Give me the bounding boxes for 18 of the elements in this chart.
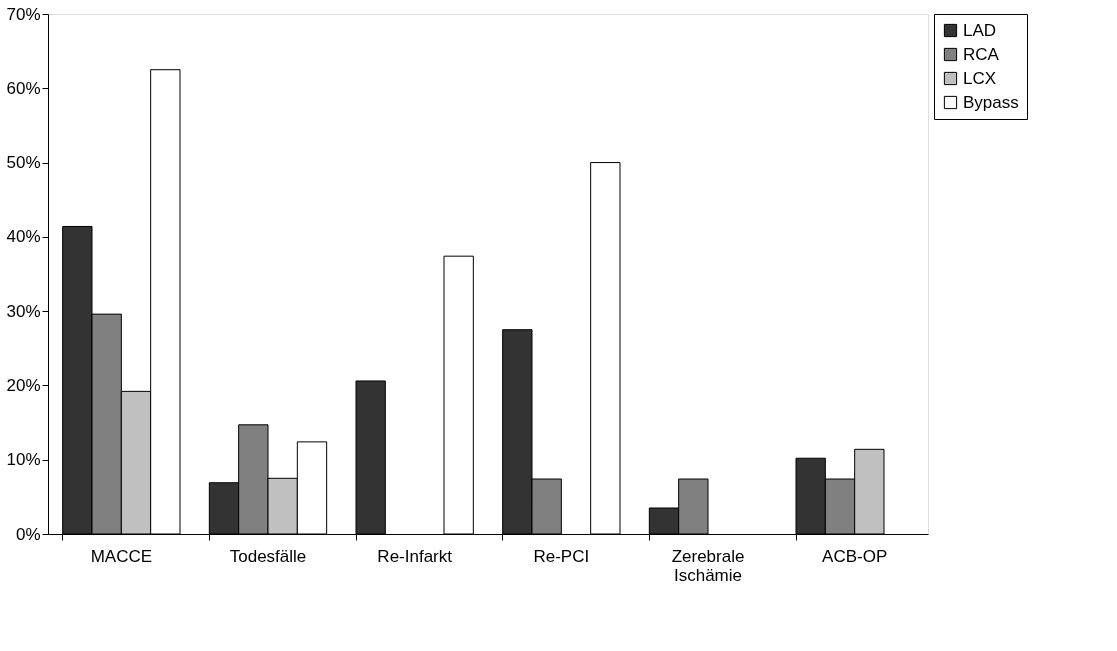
legend-label: Bypass bbox=[963, 92, 1019, 112]
x-tick-label: Zerebrale Ischämie bbox=[671, 546, 745, 585]
legend-label: LCX bbox=[963, 68, 997, 88]
x-tick-label: ACB-OP bbox=[822, 546, 888, 566]
y-tick-label: 30% bbox=[6, 301, 41, 321]
x-tick-label: MACCE bbox=[90, 546, 153, 566]
x-tick-label: Todesfälle bbox=[229, 546, 307, 566]
x-tick-label: Re-Infarkt bbox=[377, 546, 453, 566]
y-tick-label: 50% bbox=[6, 153, 41, 173]
y-tick-label: 20% bbox=[6, 375, 41, 395]
y-tick-label: 10% bbox=[6, 450, 41, 470]
y-tick-label: 40% bbox=[6, 227, 41, 247]
y-tick-label: 70% bbox=[6, 4, 41, 24]
x-tick-label: Re-PCI bbox=[533, 546, 590, 566]
legend-label: LAD bbox=[963, 20, 997, 40]
y-tick-label: 60% bbox=[6, 78, 41, 98]
legend-label: RCA bbox=[963, 44, 1000, 64]
y-tick-label: 0% bbox=[15, 524, 41, 544]
